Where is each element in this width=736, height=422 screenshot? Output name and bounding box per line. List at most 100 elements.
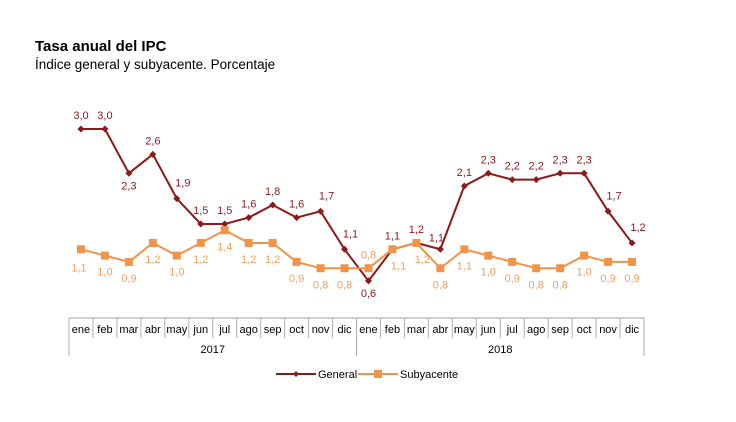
data-label-subyacente: 1,0 xyxy=(576,267,591,279)
data-point-subyacente xyxy=(172,251,181,260)
data-point-general xyxy=(125,169,133,177)
data-point-general xyxy=(149,150,157,158)
data-label-subyacente: 1,2 xyxy=(265,254,280,266)
data-point-subyacente xyxy=(244,238,253,247)
data-point-subyacente xyxy=(460,245,469,254)
data-point-general xyxy=(245,214,253,222)
legend-marker-general xyxy=(293,371,299,377)
data-label-subyacente: 0,8 xyxy=(529,279,544,291)
data-point-subyacente xyxy=(316,264,325,273)
x-tick-label: jun xyxy=(192,324,208,336)
x-tick-label: may xyxy=(166,324,187,336)
data-point-subyacente xyxy=(532,264,541,273)
x-tick-label: abr xyxy=(145,324,161,336)
data-label-subyacente: 1,1 xyxy=(457,260,472,272)
data-label-subyacente: 1,0 xyxy=(169,267,184,279)
legend-label-subyacente: Subyacente xyxy=(400,369,458,381)
x-tick-label: mar xyxy=(119,324,138,336)
data-point-general xyxy=(580,169,588,177)
data-point-general xyxy=(532,176,540,184)
data-label-general: 1,7 xyxy=(319,190,334,202)
data-label-subyacente: 0,9 xyxy=(289,273,304,285)
data-point-subyacente xyxy=(508,257,517,266)
data-point-general xyxy=(197,220,205,228)
data-label-subyacente: 0,9 xyxy=(505,273,520,285)
x-tick-label: jun xyxy=(480,324,496,336)
data-point-subyacente xyxy=(556,264,565,273)
x-tick-label: dic xyxy=(625,324,640,336)
data-label-general: 2,3 xyxy=(576,154,591,166)
data-point-subyacente xyxy=(412,238,421,247)
data-label-general: 1,9 xyxy=(175,178,190,190)
data-label-general: 2,3 xyxy=(121,180,136,192)
data-point-subyacente xyxy=(220,226,229,235)
data-label-subyacente: 1,2 xyxy=(193,254,208,266)
data-label-general: 2,2 xyxy=(529,161,544,173)
series-line-general xyxy=(80,128,633,283)
data-label-subyacente: 1,2 xyxy=(145,254,160,266)
x-tick-label: oct xyxy=(289,324,304,336)
data-point-general xyxy=(221,220,229,228)
data-point-general xyxy=(508,176,516,184)
data-label-subyacente: 1,4 xyxy=(217,241,232,253)
data-point-general xyxy=(341,245,349,253)
data-point-general xyxy=(628,239,636,247)
data-point-subyacente xyxy=(76,245,85,254)
data-point-subyacente xyxy=(100,251,109,260)
data-point-general xyxy=(269,201,277,209)
data-point-general xyxy=(317,207,325,215)
x-tick-label: sep xyxy=(551,324,569,336)
data-label-subyacente: 0,8 xyxy=(313,279,328,291)
data-point-general xyxy=(77,125,85,133)
data-label-general: 1,6 xyxy=(289,199,304,211)
data-point-subyacente xyxy=(148,238,157,247)
data-label-general: 2,1 xyxy=(457,167,472,179)
data-point-general xyxy=(293,214,301,222)
data-point-subyacente xyxy=(340,264,349,273)
data-label-general: 2,3 xyxy=(481,154,496,166)
data-label-general: 1,5 xyxy=(217,205,232,217)
data-point-subyacente xyxy=(364,264,373,273)
data-point-subyacente xyxy=(388,245,397,254)
x-tick-label: ago xyxy=(240,324,258,336)
data-label-general: 1,2 xyxy=(630,222,645,234)
x-tick-label: ene xyxy=(72,324,90,336)
data-label-subyacente: 0,8 xyxy=(361,249,376,261)
data-point-subyacente xyxy=(604,257,613,266)
data-label-subyacente: 1,1 xyxy=(71,262,86,274)
data-label-subyacente: 0,8 xyxy=(337,279,352,291)
data-label-general: 3,0 xyxy=(97,110,112,122)
data-point-general xyxy=(556,169,564,177)
x-tick-label: feb xyxy=(385,324,400,336)
x-group-label: 2018 xyxy=(488,344,512,356)
data-point-subyacente xyxy=(484,251,493,260)
x-tick-label: feb xyxy=(97,324,112,336)
data-label-general: 2,6 xyxy=(145,135,160,147)
data-label-general: 2,3 xyxy=(552,154,567,166)
data-label-subyacente: 0,9 xyxy=(121,273,136,285)
data-label-general: 1,1 xyxy=(429,232,444,244)
x-tick-label: dic xyxy=(337,324,352,336)
data-point-general xyxy=(460,182,468,190)
data-label-subyacente: 1,0 xyxy=(97,267,112,279)
data-point-general xyxy=(364,277,372,285)
data-point-general xyxy=(173,195,181,203)
data-label-general: 1,8 xyxy=(265,186,280,198)
data-label-general: 1,2 xyxy=(409,224,424,236)
x-tick-label: jul xyxy=(218,324,230,336)
data-label-general: 1,1 xyxy=(385,230,400,242)
data-point-subyacente xyxy=(292,257,301,266)
chart-subtitle: Índice general y subyacente. Porcentaje xyxy=(35,57,276,72)
x-tick-label: sep xyxy=(264,324,282,336)
data-label-subyacente: 0,8 xyxy=(552,279,567,291)
data-label-subyacente: 1,1 xyxy=(391,260,406,272)
x-tick-label: may xyxy=(454,324,475,336)
data-label-subyacente: 1,0 xyxy=(481,267,496,279)
x-tick-label: nov xyxy=(599,324,617,336)
data-point-subyacente xyxy=(436,264,445,273)
data-label-subyacente: 1,2 xyxy=(415,254,430,266)
data-label-general: 1,1 xyxy=(343,228,358,240)
data-point-general xyxy=(101,125,109,133)
data-point-subyacente xyxy=(124,257,133,266)
